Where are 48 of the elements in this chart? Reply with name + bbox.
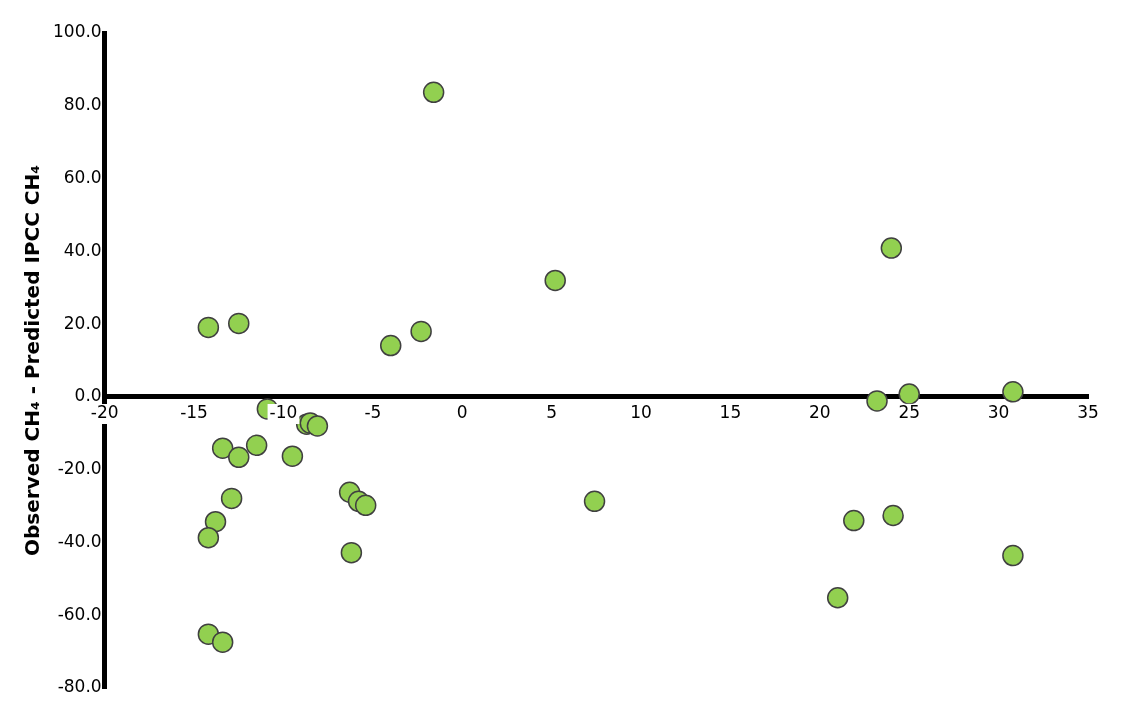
x-tick-label: 20 <box>809 401 831 422</box>
point <box>410 320 432 343</box>
point <box>866 390 888 412</box>
point <box>898 383 920 405</box>
y-tick-label: -80.0 <box>57 676 102 697</box>
x-tick-label: -5 <box>364 401 382 422</box>
x-tick-label: -20 <box>90 401 119 422</box>
y-tick-label: 100.0 <box>53 21 102 42</box>
point <box>583 490 606 513</box>
y-tick-label: -60.0 <box>57 603 102 624</box>
x-tick-label: -10 <box>269 401 298 422</box>
point <box>197 526 220 549</box>
y-tick-label: 80.0 <box>63 94 102 115</box>
point <box>1002 381 1024 403</box>
point <box>228 312 250 335</box>
x-tick-label: -15 <box>180 401 208 422</box>
y-tick-label: -40.0 <box>57 530 102 551</box>
point <box>880 237 903 259</box>
y-tick-label: 20.0 <box>63 312 102 333</box>
point <box>281 445 304 467</box>
point <box>306 415 329 437</box>
point <box>544 269 566 292</box>
point <box>211 631 234 653</box>
x-tick-label: 30 <box>987 401 1010 422</box>
point <box>220 487 243 510</box>
point <box>354 494 377 517</box>
point <box>245 434 268 457</box>
point <box>204 510 227 533</box>
point <box>379 334 402 357</box>
x-tick-label: 25 <box>898 401 921 422</box>
point <box>843 509 865 532</box>
x-tick-label: 0 <box>456 401 468 422</box>
y-tick-label: -20.0 <box>57 458 102 479</box>
y-axis-title: Observed CH₄ - Predicted IPCC CH₄ <box>20 164 45 557</box>
x-tick-label: 35 <box>1077 401 1099 422</box>
point <box>826 587 849 609</box>
x-tick-label: 10 <box>630 401 652 422</box>
point <box>340 541 363 564</box>
y-tick-label: 40.0 <box>63 239 102 260</box>
x-tick-label: 15 <box>719 401 742 422</box>
point <box>422 81 445 104</box>
y-tick-label: 60.0 <box>63 166 102 187</box>
point <box>211 437 234 459</box>
x-tick-label: 5 <box>546 401 558 422</box>
point <box>228 446 250 469</box>
point <box>1002 544 1024 567</box>
point <box>882 504 904 527</box>
point <box>197 316 220 339</box>
